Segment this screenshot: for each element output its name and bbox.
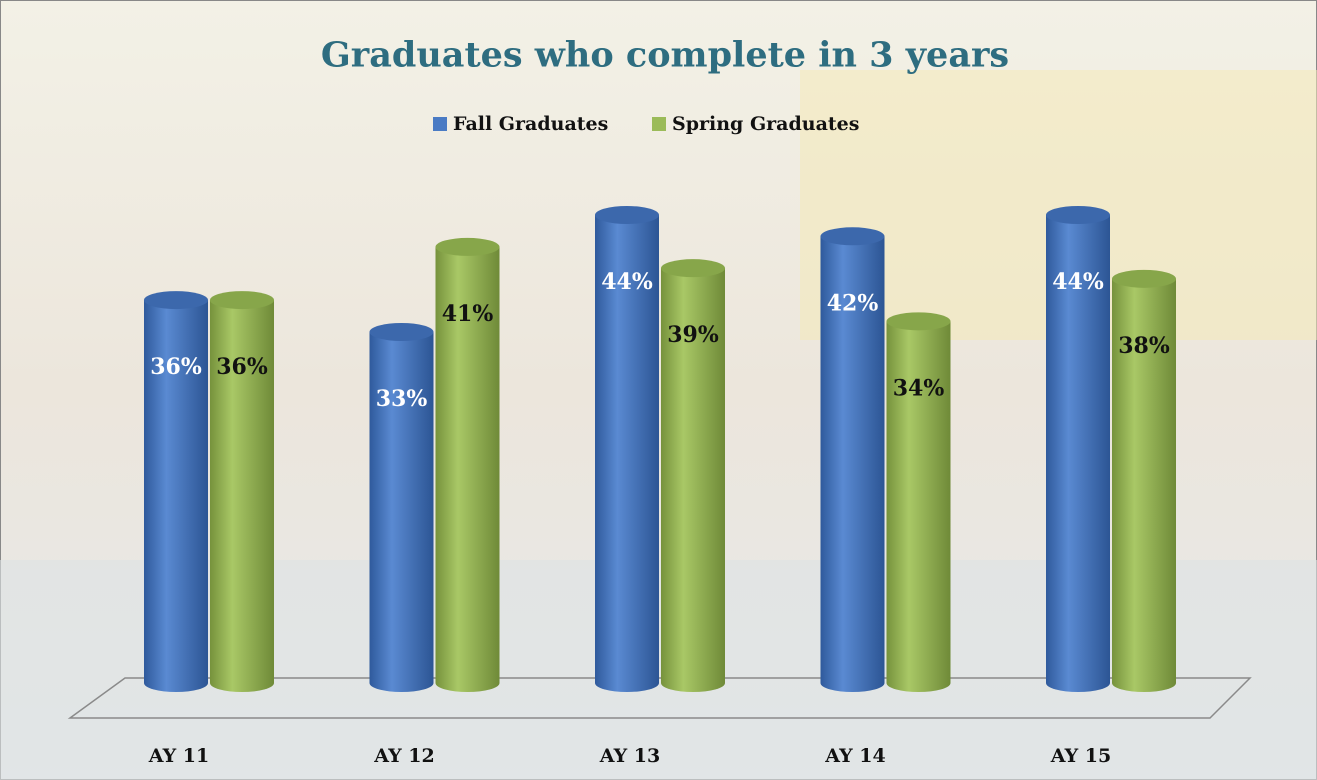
bar-top [595,206,659,224]
legend-label: Spring Graduates [672,113,859,135]
data-label: 44% [601,269,653,295]
x-tick-label: AY 13 [599,745,660,767]
bar-top [369,323,434,341]
bar [886,321,951,683]
data-label: 42% [827,290,879,316]
bar-top [144,291,208,310]
x-tick-label: AY 11 [148,745,209,767]
bar-top [1112,269,1176,288]
data-label: 36% [216,354,268,380]
data-label: 44% [1052,269,1104,295]
bar [369,332,434,683]
bar [1112,278,1176,683]
bar-top [820,227,885,246]
data-label: 33% [376,386,428,412]
bar [210,300,274,683]
data-label: 36% [150,354,202,380]
legend-swatch [652,117,666,131]
bar [144,300,208,683]
bar [435,246,500,683]
data-label: 41% [442,301,494,327]
bar [820,236,885,684]
bar-top [661,259,725,278]
x-tick-label: AY 12 [373,745,434,767]
bar-top [886,312,951,331]
bar-top [1046,206,1110,224]
bar-top [435,237,500,256]
x-tick-label: AY 15 [1050,745,1111,767]
bar [661,268,725,683]
legend-label: Fall Graduates [453,113,608,135]
chart-title: Graduates who complete in 3 years [321,35,1009,76]
x-tick-label: AY 14 [824,745,885,767]
bar [595,215,659,683]
data-label: 39% [667,322,719,348]
legend-swatch [433,117,447,131]
bar [1046,215,1110,683]
data-label: 38% [1118,333,1170,359]
data-label: 34% [893,375,945,401]
bar-top [210,291,274,310]
